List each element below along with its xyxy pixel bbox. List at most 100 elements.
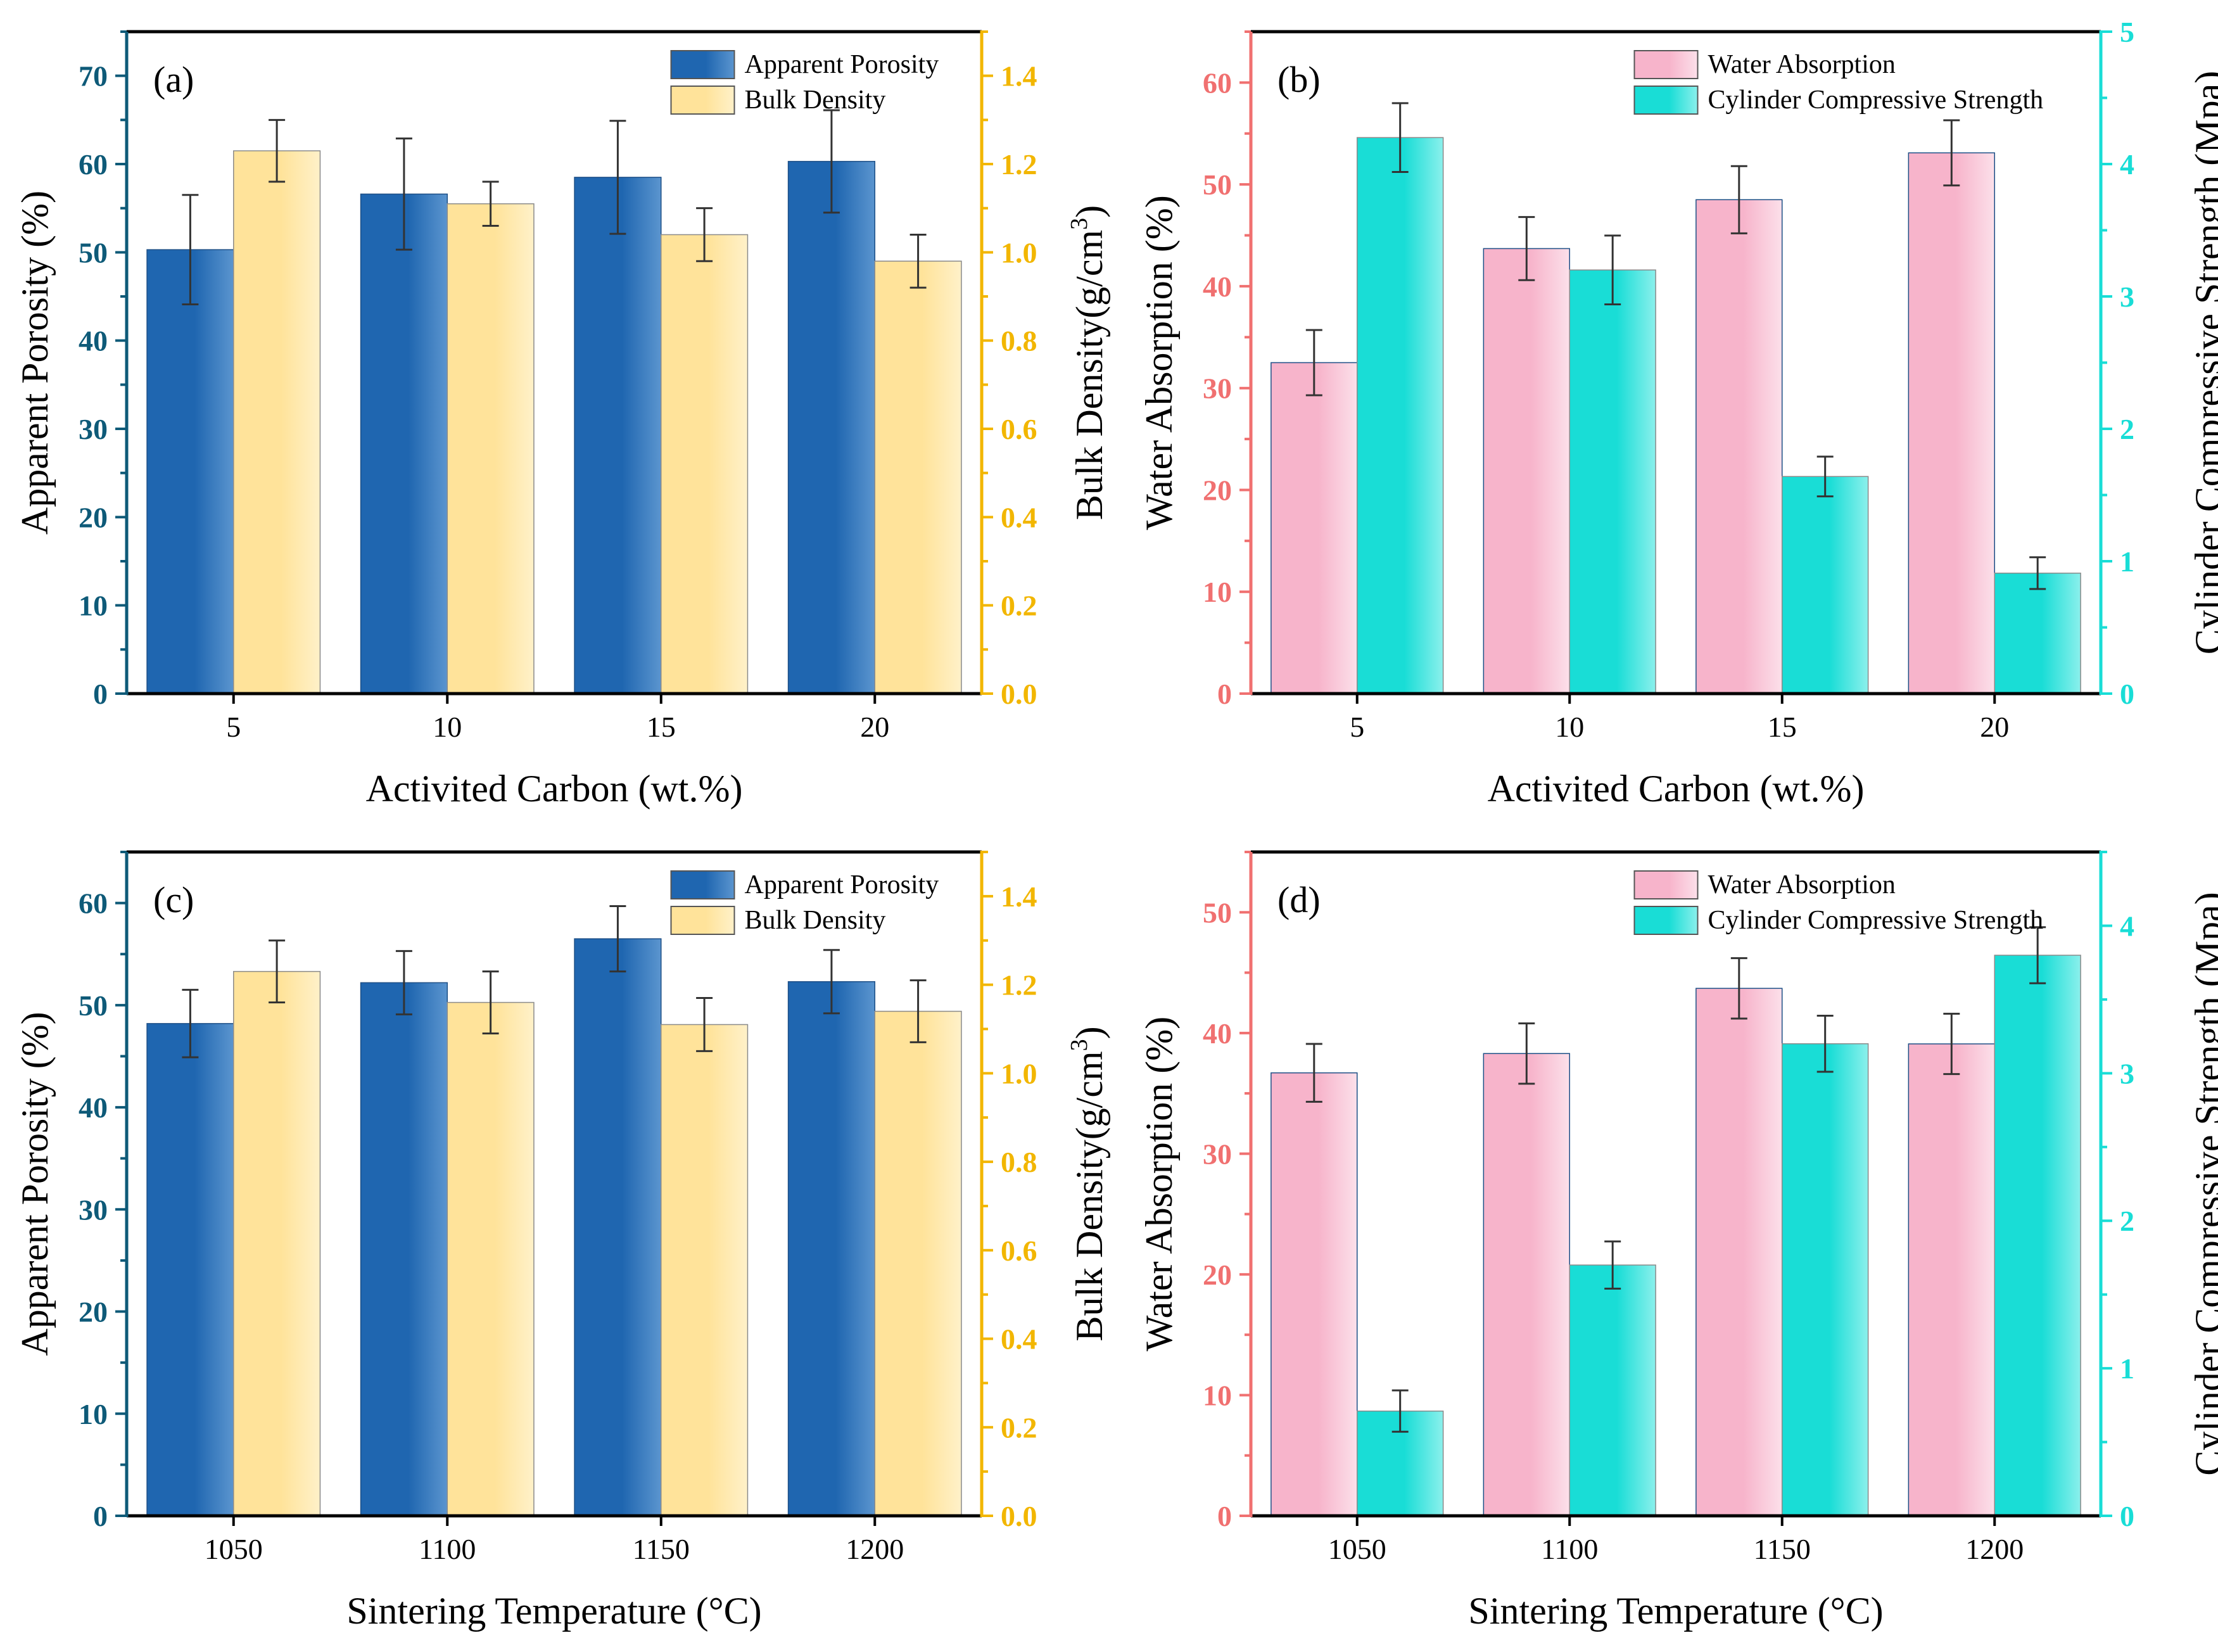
bar-d-s0-3	[1908, 1043, 1996, 1516]
y-left-tick-label-b-3: 30	[1203, 372, 1232, 405]
legend-swatch-d-1	[1633, 906, 1699, 935]
y-left-tick-label-c-6: 60	[79, 887, 108, 920]
bar-c-s0-1	[360, 982, 448, 1516]
y-left-tick-label-a-4: 40	[79, 325, 108, 357]
y-left-tick-label-d-5: 50	[1203, 896, 1232, 929]
y-right-tick-label-a-0: 0.0	[1001, 678, 1037, 710]
panel-c: 1050 1100 1150 1200 0 10 20 30 40 50 60 0.0 0.2 0.4 0.…	[14, 850, 1110, 1632]
y-right-title-superscript: 3	[1066, 1039, 1093, 1051]
bar-d-s0-1	[1483, 1053, 1571, 1516]
y-right-title-end: )	[1068, 205, 1110, 218]
bar-b-s0-2	[1695, 199, 1783, 694]
y-right-title-c: Bulk Density(g/cm3)	[1066, 1026, 1110, 1341]
bar-a-s0-0	[146, 249, 234, 694]
y-right-tick-label-d-2: 2	[2120, 1205, 2134, 1237]
legend-label-c-1: Bulk Density	[745, 906, 886, 935]
y-left-tick-label-a-5: 50	[79, 236, 108, 269]
bar-d-s1-1	[1569, 1264, 1656, 1516]
y-left-tick-label-b-4: 40	[1203, 270, 1232, 303]
bar-b-s1-3	[1994, 573, 2081, 694]
y-right-title-d: Cylinder Compressive Strength (Mpa)	[2188, 892, 2218, 1476]
y-left-title-a: Apparent Porosity (%)	[14, 191, 56, 535]
y-right-tick-label-b-3: 3	[2120, 281, 2134, 313]
y-right-tick-label-d-4: 4	[2120, 910, 2134, 942]
legend-swatch-c-1	[670, 906, 735, 935]
legend-swatch-a-0	[670, 50, 735, 79]
bar-c-s1-0	[233, 970, 321, 1516]
y-left-tick-label-a-2: 20	[79, 501, 108, 533]
bar-a-s1-0	[233, 150, 321, 694]
y-right-tick-label-d-3: 3	[2120, 1057, 2134, 1090]
legend-label-b-0: Water Absorption	[1708, 50, 1896, 79]
bar-a-s0-2	[574, 177, 662, 694]
legend-label-a-0: Apparent Porosity	[745, 50, 939, 79]
legend-label-c-0: Apparent Porosity	[745, 870, 939, 899]
bar-d-s1-2	[1782, 1043, 1869, 1516]
y-right-tick-label-a-1: 0.2	[1001, 590, 1037, 622]
x-tick-label-a-2: 15	[647, 711, 676, 743]
bar-a-s1-2	[661, 234, 749, 694]
x-tick-label-b-3: 20	[1980, 711, 2009, 743]
panel-d: 1050 1100 1150 1200 0 10 20 30 40 50 0 1 2 3 4 Sinterin…	[1138, 850, 2218, 1632]
legend-swatch-d-0	[1633, 870, 1699, 899]
y-right-tick-label-a-3: 0.6	[1001, 413, 1037, 445]
y-right-title-a: Bulk Density(g/cm3)	[1066, 205, 1110, 520]
legend-swatch-b-0	[1633, 50, 1699, 79]
bar-c-s1-2	[661, 1024, 749, 1516]
y-right-tick-label-b-2: 2	[2120, 413, 2134, 445]
y-right-tick-label-d-1: 1	[2120, 1352, 2134, 1385]
y-left-tick-label-b-2: 20	[1203, 474, 1232, 506]
x-tick-label-a-0: 5	[226, 711, 241, 743]
bar-b-s1-0	[1357, 137, 1444, 694]
legend-swatch-a-1	[670, 86, 735, 115]
y-right-tick-label-b-0: 0	[2120, 678, 2134, 710]
bar-c-s1-3	[874, 1010, 962, 1516]
y-left-tick-label-b-5: 50	[1203, 168, 1232, 201]
legend-swatch-b-1	[1633, 86, 1699, 115]
panel-label-b: (b)	[1277, 59, 1321, 100]
y-left-tick-label-b-1: 10	[1203, 576, 1232, 608]
bar-b-s0-1	[1483, 248, 1571, 694]
y-left-tick-label-b-0: 0	[1217, 678, 1232, 710]
y-right-tick-label-a-2: 0.4	[1001, 501, 1037, 533]
y-left-tick-label-a-3: 30	[79, 413, 108, 445]
bar-b-s0-0	[1271, 362, 1358, 694]
y-left-tick-label-b-6: 60	[1203, 67, 1232, 99]
legend-label-d-1: Cylinder Compressive Strength	[1708, 906, 2044, 935]
y-right-tick-label-c-4: 0.8	[1001, 1146, 1037, 1178]
y-right-title-text: Bulk Density(g/cm	[1068, 1051, 1110, 1341]
x-tick-label-c-2: 1150	[633, 1533, 690, 1565]
x-tick-label-d-3: 1200	[1965, 1533, 2024, 1565]
y-right-title-text: Cylinder Compressive Strength (Mpa)	[2188, 892, 2218, 1476]
y-left-tick-label-d-4: 40	[1203, 1017, 1232, 1050]
x-axis-title-b: Activited Carbon (wt.%)	[1488, 768, 1865, 810]
bar-c-s0-2	[574, 938, 662, 1516]
y-left-tick-label-a-7: 70	[79, 60, 108, 92]
bar-d-s0-0	[1271, 1072, 1358, 1516]
y-right-title-b: Cylinder Compressive Strength (Mpa)	[2188, 71, 2218, 655]
x-tick-label-c-3: 1200	[846, 1533, 904, 1565]
y-left-tick-label-c-2: 20	[79, 1296, 108, 1328]
panel-b: 5 10 15 20 0 10 20 30 40 50 60 0 1 2 3 4 5 Activited Carb…	[1138, 16, 2218, 810]
legend-label-d-0: Water Absorption	[1708, 870, 1896, 899]
y-right-tick-label-a-5: 1.0	[1001, 236, 1037, 269]
y-right-tick-label-a-7: 1.4	[1001, 60, 1037, 92]
y-left-tick-label-d-2: 20	[1203, 1259, 1232, 1291]
bar-b-s1-1	[1569, 269, 1656, 694]
y-left-tick-label-c-5: 50	[79, 989, 108, 1022]
y-right-tick-label-b-4: 4	[2120, 148, 2134, 181]
y-right-tick-label-c-5: 1.0	[1001, 1057, 1037, 1090]
legend-swatch-c-0	[670, 870, 735, 899]
y-right-title-text: Cylinder Compressive Strength (Mpa)	[2188, 71, 2218, 655]
y-left-tick-label-c-0: 0	[93, 1500, 108, 1532]
bar-a-s1-1	[447, 203, 535, 694]
x-tick-label-d-0: 1050	[1328, 1533, 1386, 1565]
bar-d-s0-2	[1695, 988, 1783, 1516]
y-left-title-c: Apparent Porosity (%)	[14, 1012, 56, 1356]
y-right-tick-label-c-3: 0.6	[1001, 1235, 1037, 1267]
y-right-title-text: Bulk Density(g/cm	[1068, 230, 1110, 520]
y-left-title-b: Water Absorption (%)	[1138, 195, 1180, 530]
legend-label-b-1: Cylinder Compressive Strength	[1708, 86, 2044, 115]
y-left-title-d: Water Absorption (%)	[1138, 1017, 1180, 1351]
